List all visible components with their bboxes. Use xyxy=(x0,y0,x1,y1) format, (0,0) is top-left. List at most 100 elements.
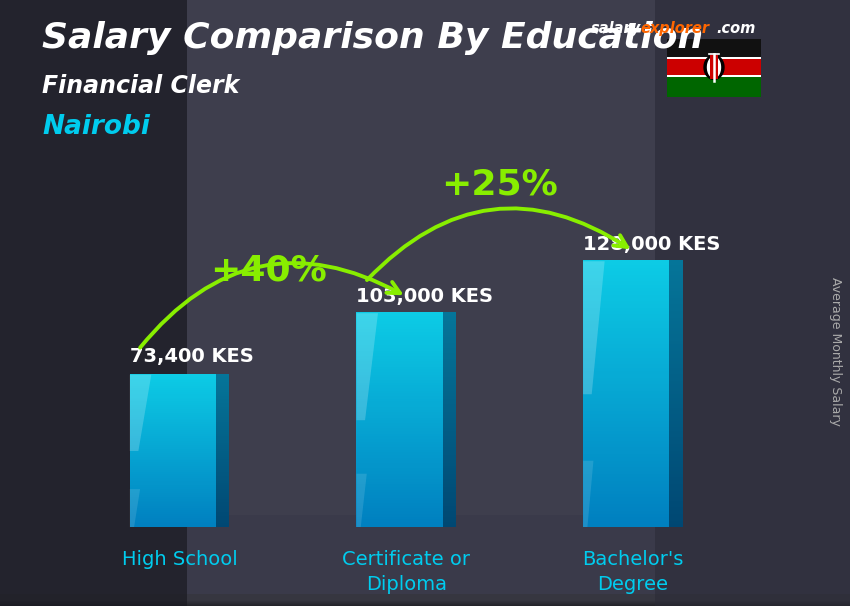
Bar xyxy=(669,300,683,304)
Bar xyxy=(0,600,850,606)
Bar xyxy=(356,510,443,514)
Bar xyxy=(356,318,443,321)
Polygon shape xyxy=(583,261,604,395)
Bar xyxy=(583,502,669,507)
Bar xyxy=(130,382,216,384)
Bar xyxy=(0,596,850,602)
Bar xyxy=(443,395,456,399)
Bar xyxy=(216,431,230,434)
Bar xyxy=(583,293,669,298)
Bar xyxy=(0,599,850,605)
Bar xyxy=(443,427,456,431)
Bar xyxy=(356,398,443,402)
Bar xyxy=(216,424,230,426)
Bar xyxy=(443,368,456,372)
Bar xyxy=(669,430,683,434)
Bar xyxy=(216,433,230,436)
Text: explorer: explorer xyxy=(640,21,709,36)
Bar xyxy=(0,598,850,604)
Bar xyxy=(130,492,216,495)
Bar xyxy=(583,316,669,321)
Bar xyxy=(356,371,443,375)
Bar xyxy=(669,413,683,418)
Bar xyxy=(0,598,850,604)
Bar xyxy=(216,410,230,413)
Bar xyxy=(356,521,443,525)
Bar xyxy=(216,420,230,422)
Bar xyxy=(443,384,456,388)
Bar xyxy=(130,525,216,527)
Bar xyxy=(443,350,456,353)
Bar xyxy=(216,399,230,401)
Bar xyxy=(216,505,230,508)
Bar xyxy=(130,395,216,398)
Bar xyxy=(216,488,230,491)
Bar xyxy=(130,504,216,506)
Bar xyxy=(0,595,850,601)
Bar xyxy=(669,383,683,388)
Text: 103,000 KES: 103,000 KES xyxy=(356,287,494,306)
Bar xyxy=(216,469,230,472)
Bar xyxy=(0,596,850,602)
Bar xyxy=(667,57,761,77)
Bar xyxy=(583,353,669,358)
Bar xyxy=(356,502,443,506)
Bar xyxy=(669,356,683,361)
Bar xyxy=(130,515,216,518)
Bar xyxy=(0,600,850,606)
Bar xyxy=(0,599,850,605)
Bar xyxy=(443,435,456,439)
Bar xyxy=(443,443,456,447)
Bar xyxy=(443,459,456,463)
Bar xyxy=(0,598,850,604)
Bar xyxy=(216,376,230,379)
Bar xyxy=(583,360,669,364)
Bar xyxy=(216,509,230,512)
Bar xyxy=(130,378,216,381)
Bar xyxy=(0,597,850,603)
Bar xyxy=(216,496,230,499)
Bar xyxy=(669,283,683,288)
Bar xyxy=(0,600,850,606)
Bar xyxy=(130,522,216,525)
Bar xyxy=(583,456,669,461)
Bar xyxy=(216,475,230,478)
Bar xyxy=(583,486,669,491)
Bar xyxy=(443,488,456,493)
Bar xyxy=(669,316,683,321)
Bar xyxy=(443,422,456,425)
Bar xyxy=(669,379,683,384)
Bar xyxy=(0,599,850,605)
Bar xyxy=(356,435,443,439)
Bar xyxy=(669,303,683,308)
Bar xyxy=(583,476,669,481)
Bar xyxy=(0,599,850,605)
Bar xyxy=(356,350,443,353)
Bar xyxy=(216,494,230,497)
Bar xyxy=(0,595,850,601)
Bar xyxy=(583,263,669,268)
Bar xyxy=(583,310,669,315)
Bar xyxy=(130,448,216,451)
Bar xyxy=(356,446,443,450)
Bar xyxy=(443,333,456,338)
Bar xyxy=(443,475,456,479)
Bar xyxy=(356,331,443,335)
Bar xyxy=(443,465,456,468)
Bar xyxy=(443,323,456,327)
Bar xyxy=(216,462,230,464)
Bar xyxy=(356,484,443,487)
Bar xyxy=(0,594,850,600)
Bar xyxy=(583,516,669,521)
Bar xyxy=(0,599,850,605)
Bar xyxy=(443,507,456,511)
Bar xyxy=(669,366,683,371)
Bar xyxy=(583,453,669,458)
Bar xyxy=(356,323,443,327)
Bar xyxy=(356,494,443,498)
Bar xyxy=(216,454,230,457)
Bar xyxy=(443,342,456,345)
Bar xyxy=(130,452,216,454)
Bar xyxy=(583,307,669,311)
Bar xyxy=(216,522,230,525)
